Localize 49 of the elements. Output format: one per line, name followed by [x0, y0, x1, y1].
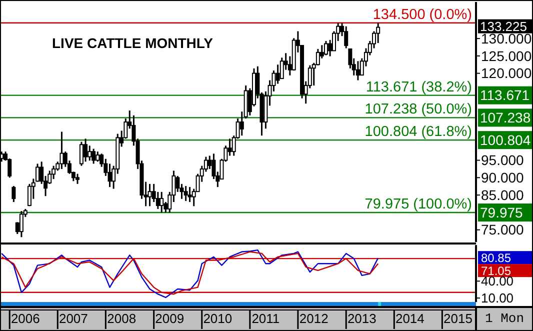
candlestick	[96, 150, 100, 162]
candlestick	[148, 183, 152, 207]
y-tick-label: 75.000	[481, 222, 524, 238]
x-tick-label: 2007	[58, 311, 88, 326]
text: 113.671	[480, 87, 530, 104]
x-tick-label: 2008	[107, 311, 136, 326]
x-tick-label: 2010	[203, 311, 232, 326]
x-tick-label: 2011	[252, 311, 280, 326]
x-tick-label: 2014	[395, 311, 424, 326]
x-tick-label: 2009	[155, 311, 184, 326]
text: 79.975	[480, 204, 524, 220]
candlestick	[76, 173, 80, 185]
candlestick	[276, 64, 280, 84]
text: 71.05	[481, 264, 512, 278]
candlestick	[324, 40, 328, 56]
candlestick	[52, 165, 56, 180]
candlestick	[344, 26, 348, 50]
candlestick	[79, 141, 84, 167]
candlestick	[19, 210, 24, 238]
x-tick-label: 2015	[444, 311, 472, 326]
x-tick-label: 2012	[299, 311, 328, 326]
candlestick	[92, 148, 96, 164]
candlestick	[60, 130, 64, 170]
candlestick	[184, 185, 188, 202]
candlestick	[160, 191, 164, 214]
ref-line-label: 113.671 (38.2%)	[366, 79, 472, 96]
text: 80.85	[481, 250, 512, 265]
candlestick	[88, 144, 92, 162]
y-tick-label: 95.000	[481, 152, 524, 168]
text: LIVE CATTLE MONTHLY	[52, 35, 214, 51]
candlestick	[188, 186, 192, 203]
candlestick	[280, 56, 284, 80]
x-tick-label: 2013	[347, 311, 376, 326]
candlestick	[84, 138, 88, 162]
candlestick	[12, 185, 16, 203]
y-tick-label: 125.000	[481, 48, 532, 64]
text: 100.804	[480, 132, 531, 148]
ref-line-label: 100.804 (61.8%)	[364, 124, 472, 140]
ref-line-label: 79.975 (100.0%)	[364, 196, 472, 213]
y-tick-label: 120.000	[481, 65, 532, 82]
ref-line-label: 107.238 (50.0%)	[364, 102, 472, 118]
y-tick-label: 90.000	[481, 170, 524, 186]
text: 107.238	[480, 110, 531, 126]
text: 1 Mon	[484, 311, 524, 326]
ref-line-label: 134.500 (0.0%)	[372, 6, 472, 23]
y-tick-label: 10.00	[481, 290, 514, 306]
x-tick-label: 2006	[10, 311, 40, 326]
y-tick-label: 85.000	[481, 186, 524, 203]
candlestick	[356, 60, 360, 82]
